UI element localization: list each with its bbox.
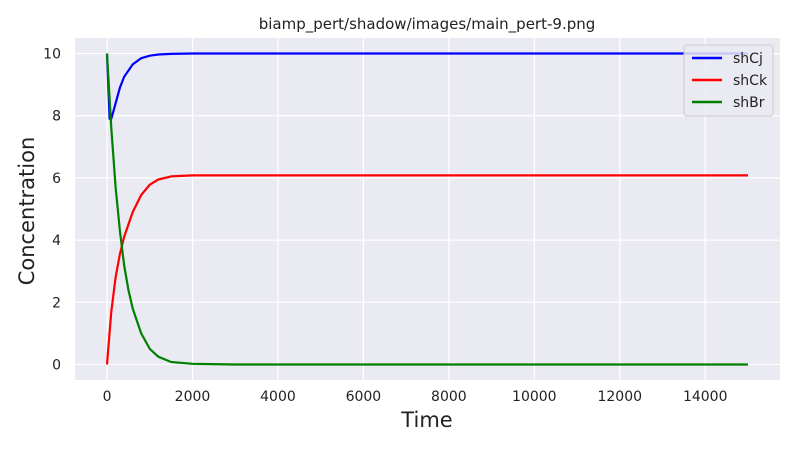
series-line-shCk	[105, 174, 748, 365]
legend-label-shBr: shBr	[733, 95, 765, 111]
series-line-shCj	[105, 52, 748, 120]
legend: shCj shCk shBr	[683, 44, 774, 117]
x-tick-label: 14000	[683, 389, 728, 405]
x-axis-label: Time	[400, 408, 452, 432]
y-tick-label: 2	[52, 295, 61, 311]
series-layer	[105, 52, 748, 366]
tick-labels: 0 2000 4000 6000 8000 10000 12000 14000 0 2 4 6 8 10	[43, 47, 727, 405]
legend-label-shCk: shCk	[733, 73, 768, 89]
y-axis-label: Concentration	[15, 137, 39, 286]
y-tick-label: 10	[43, 47, 61, 63]
plot-area	[75, 38, 780, 380]
legend-box	[683, 44, 774, 117]
x-tick-label: 4000	[260, 389, 296, 405]
y-tick-label: 8	[52, 109, 61, 125]
y-tick-label: 6	[52, 171, 61, 187]
series-line-shBr	[105, 53, 748, 366]
y-tick-label: 0	[52, 357, 61, 373]
x-tick-label: 2000	[175, 389, 211, 405]
x-tick-label: 12000	[597, 389, 642, 405]
x-tick-label: 10000	[512, 389, 557, 405]
chart-title: biamp_pert/shadow/images/main_pert-9.png	[259, 15, 596, 34]
legend-label-shCj: shCj	[733, 51, 763, 67]
y-tick-label: 4	[52, 233, 61, 249]
x-tick-label: 8000	[431, 389, 467, 405]
x-tick-label: 6000	[346, 389, 382, 405]
x-tick-label: 0	[103, 389, 112, 405]
